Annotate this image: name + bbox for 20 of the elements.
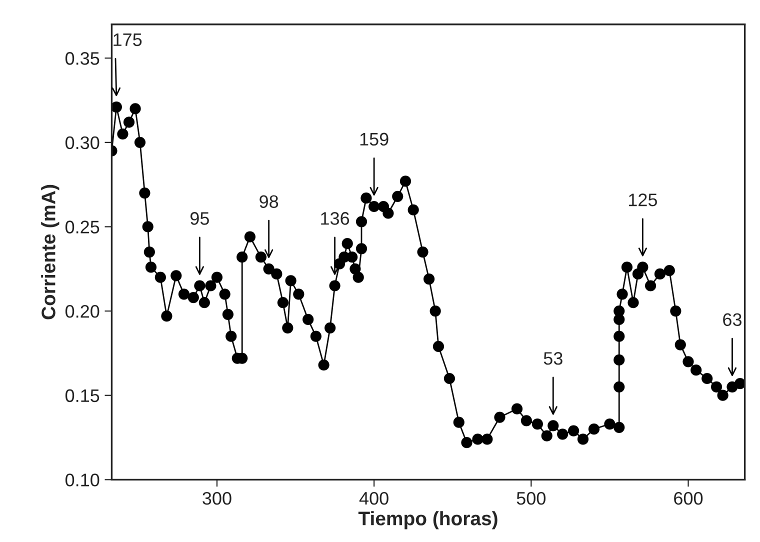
annotation: 159	[360, 132, 388, 146]
y-tick-label: 0.35	[65, 52, 100, 65]
y-tick-label: 0.15	[65, 389, 100, 402]
y-tick-label: 0.10	[65, 474, 100, 486]
annotation: 63	[723, 313, 742, 326]
x-tick-label: 500	[516, 492, 546, 505]
annotation: 98	[260, 195, 278, 208]
x-axis-title: Tiempo (horas)	[358, 511, 498, 530]
annotation: 53	[544, 352, 562, 365]
y-axis-title: Corriente (mA)	[41, 184, 60, 320]
annotation: 95	[190, 212, 209, 225]
y-tick-label: 0.30	[65, 136, 100, 150]
y-tick-label: 0.25	[65, 220, 100, 234]
x-tick-label: 400	[359, 492, 388, 505]
x-tick-label: 600	[674, 492, 703, 505]
y-tick-label: 0.20	[65, 304, 100, 318]
annotation: 136	[321, 212, 350, 225]
annotation: 125	[629, 194, 657, 206]
x-tick-label: 300	[202, 492, 232, 505]
annotation: 175	[114, 34, 142, 46]
